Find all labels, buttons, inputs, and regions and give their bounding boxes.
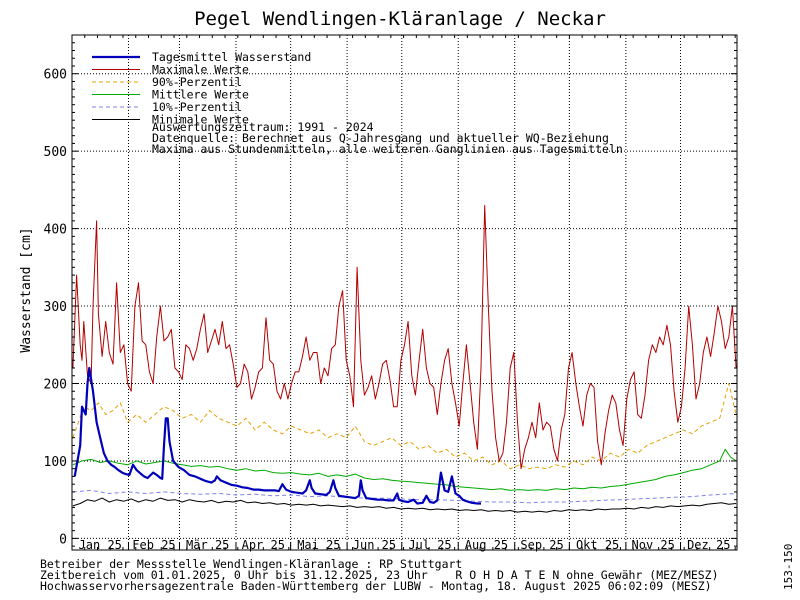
x-tick-label: Dez 25	[687, 538, 730, 552]
y-axis-label: Wasserstand [cm]	[19, 227, 34, 352]
y-tick-label: 200	[44, 377, 67, 392]
legend-label: Maximale Werte	[152, 63, 249, 77]
chart-title: Pegel Wendlingen-Kläranlage / Neckar	[194, 8, 606, 30]
x-tick-label: Okt 25	[576, 538, 619, 552]
legend-note: Auswertungszeitraum: 1991 - 2024	[152, 120, 374, 134]
x-tick-label: Aug 25	[465, 538, 508, 552]
y-tick-label: 300	[44, 300, 67, 315]
chart-id: 153-150	[782, 543, 795, 590]
x-tick-label: Sep 25	[520, 538, 563, 552]
series-line-1	[72, 204, 737, 470]
legend-label: Tagesmittel Wasserstand	[152, 50, 311, 64]
footer-operator: Betreiber der Messstelle Wendlingen-Klär…	[40, 557, 463, 571]
x-tick-label: Jan 25	[79, 538, 122, 552]
series-line-4	[72, 489, 737, 504]
series-line-3	[72, 448, 737, 491]
x-tick-label: Mär 25	[186, 538, 229, 552]
axes: 0 100 200 300 400 500 600 Jan 25 Feb 25 Mär 25 Apr…	[44, 34, 737, 552]
x-tick-label: Mai 25	[297, 538, 340, 552]
series-line-0	[73, 366, 481, 505]
legend-label: 90%-Perzentil	[152, 75, 242, 89]
x-tick-label: Apr 25	[242, 538, 285, 552]
y-tick-label: 0	[59, 532, 67, 547]
x-tick-label: Nov 25	[632, 538, 675, 552]
y-tick-label: 100	[44, 455, 67, 470]
footer-source: Hochwasservorhersagezentrale Baden-Württ…	[40, 579, 712, 593]
series-line-2	[72, 383, 737, 470]
legend-label: Minimale Werte	[152, 113, 249, 127]
y-tick-label: 400	[44, 223, 67, 238]
plot-frame	[71, 34, 738, 551]
legend-note: Maxima aus Stundenmitteln, alle weiteren…	[152, 142, 623, 156]
x-tick-label: Jun 25	[353, 538, 396, 552]
footer-time-range: Zeitbereich vom 01.01.2025, 0 Uhr bis 31…	[40, 568, 719, 582]
y-tick-label: 500	[44, 145, 67, 160]
y-tick-label: 600	[44, 68, 67, 83]
x-tick-label: Jul 25	[408, 538, 451, 552]
legend-label: 10%-Perzentil	[152, 100, 242, 114]
series-lines	[72, 204, 737, 513]
legend-note: Datenquelle: Berechnet aus Q-Jahresgang …	[152, 131, 609, 145]
x-tick-label: Feb 25	[132, 538, 175, 552]
series-line-5	[72, 497, 737, 513]
legend-label: Mittlere Werte	[152, 88, 249, 102]
